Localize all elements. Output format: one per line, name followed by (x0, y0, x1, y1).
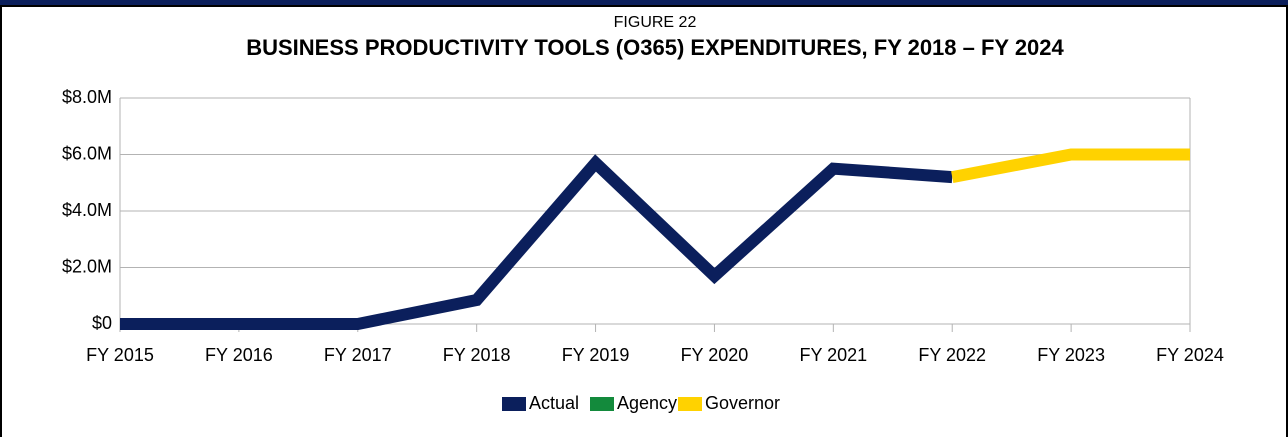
legend-swatch (502, 397, 526, 411)
y-tick-label: $8.0M (62, 87, 112, 107)
figure-label: FIGURE 22 (614, 14, 697, 31)
x-tick-label: FY 2015 (86, 345, 154, 365)
y-tick-label: $6.0M (62, 143, 112, 163)
line-series (120, 154, 953, 330)
top-bar (0, 0, 1288, 6)
x-tick-label: FY 2021 (799, 345, 867, 365)
x-tick-label: FY 2023 (1037, 345, 1105, 365)
legend-label: Governor (705, 393, 780, 413)
x-tick-label: FY 2018 (443, 345, 511, 365)
legend-swatch (678, 397, 702, 411)
legend-label: Agency (617, 393, 677, 413)
x-tick-label: FY 2016 (205, 345, 273, 365)
x-tick-label: FY 2017 (324, 345, 392, 365)
x-tick-label: FY 2020 (681, 345, 749, 365)
frame (0, 5, 1288, 437)
x-tick-label: FY 2019 (562, 345, 630, 365)
chart-title: BUSINESS PRODUCTIVITY TOOLS (O365) EXPEN… (246, 35, 1064, 60)
y-tick-label: $2.0M (62, 256, 112, 276)
x-tick-label: FY 2024 (1156, 345, 1224, 365)
legend-swatch (590, 397, 614, 411)
y-tick-label: $0 (92, 313, 112, 333)
x-tick-label: FY 2022 (918, 345, 986, 365)
line-series (951, 148, 1190, 183)
y-tick-label: $4.0M (62, 200, 112, 220)
legend-label: Actual (529, 393, 579, 413)
